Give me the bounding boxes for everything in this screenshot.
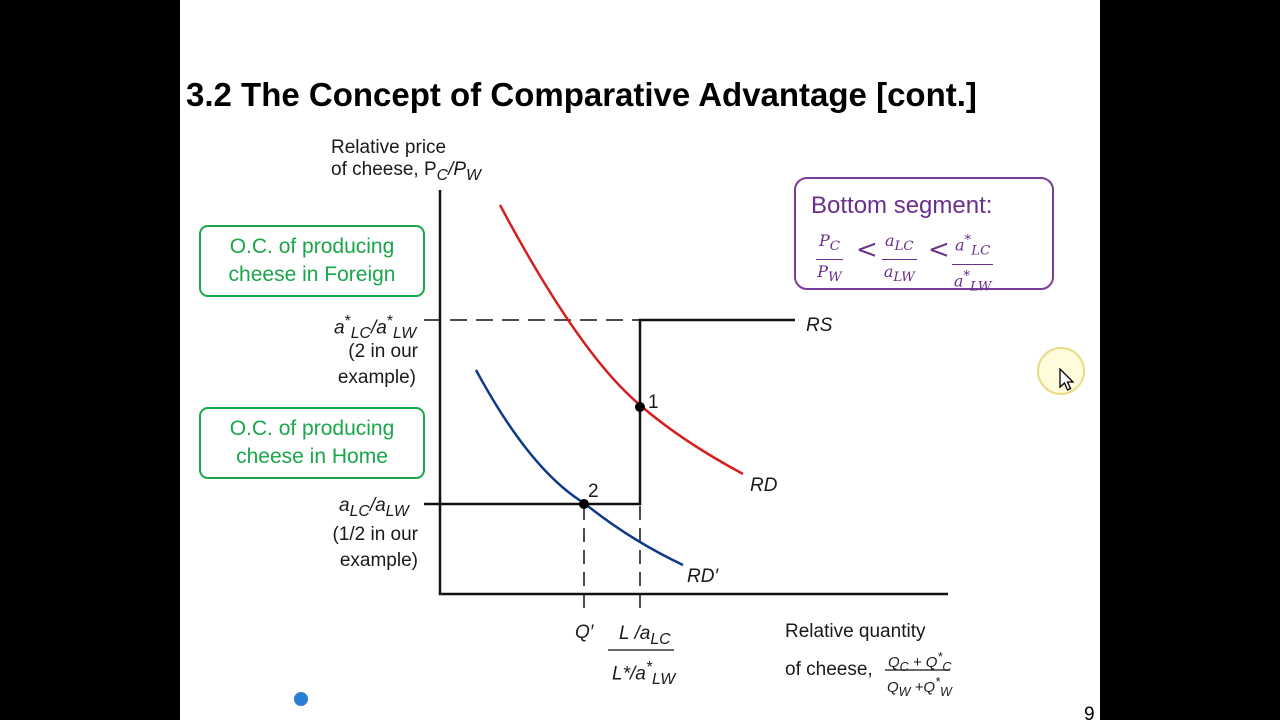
foreign-callout-line1: O.C. of producing — [229, 235, 395, 258]
labor-ratio-numerator: L /aLC — [619, 623, 671, 648]
x-axis-label-line2: of cheese, — [785, 659, 873, 680]
supply-demand-diagram — [424, 190, 950, 671]
labor-ratio-denominator: L*/a*LW — [612, 659, 676, 689]
x-axis-fraction-numerator: QC + Q*C — [888, 650, 952, 674]
rs-label: RS — [806, 315, 833, 336]
y-axis-label-line1: Relative price — [331, 137, 447, 158]
watermark-brand: SCREENCAST MATIC — [192, 689, 357, 709]
rd-prime-label: RD′ — [687, 566, 719, 587]
screencast-logo-icon — [290, 689, 311, 709]
foreign-ratio-fraction: a*LC a*LW — [952, 233, 994, 295]
condition-heading: Bottom segment: — [811, 192, 993, 219]
slide: 3.2 The Concept of Comparative Advantage… — [180, 0, 1100, 720]
foreign-ratio-note-line1: (2 in our — [348, 341, 418, 362]
point-2-label: 2 — [588, 481, 599, 502]
x-axis-fraction-denominator: QW +Q*W — [887, 675, 952, 699]
home-ratio-note-line1: (1/2 in our — [332, 524, 418, 545]
watermark-recorded-with: RECORDED WITH — [192, 678, 267, 687]
rd-label: RD — [750, 475, 778, 496]
foreign-callout-line2: cheese in Foreign — [228, 263, 396, 286]
x-axis-label-line1: Relative quantity — [785, 621, 926, 642]
mouse-pointer-icon — [1059, 368, 1075, 391]
home-ratio-fraction: aLC aLW — [882, 231, 917, 286]
watermark-brand-right: MATIC — [314, 691, 358, 707]
screencast-watermark: RECORDED WITH SCREENCAST MATIC — [192, 678, 357, 709]
home-ratio-note-line2: example) — [339, 550, 418, 571]
home-opportunity-cost-callout: O.C. of producing cheese in Home — [199, 407, 425, 479]
equilibrium-point-2 — [579, 499, 589, 509]
price-ratio-fraction: PC PW — [816, 231, 843, 286]
watermark-brand-left: SCREENCAST — [192, 691, 287, 707]
q-prime-tick-label: Q′ — [575, 622, 594, 643]
rs-curve — [424, 318, 795, 506]
point-1-label: 1 — [648, 392, 659, 413]
slide-title: 3.2 The Concept of Comparative Advantage… — [186, 76, 977, 113]
foreign-opportunity-cost-callout: O.C. of producing cheese in Foreign — [199, 225, 425, 297]
rd-curve — [498, 204, 744, 476]
bottom-segment-condition-box: Bottom segment: PC PW < aLC aLW < a*LC a… — [794, 177, 1054, 294]
page-number: 9 — [1084, 704, 1095, 720]
rd-prime-curve — [474, 369, 684, 567]
foreign-ratio-note-line2: example) — [337, 367, 416, 388]
foreign-ratio-tick-label: a*LC/a*LW — [334, 313, 417, 343]
equilibrium-point-1 — [635, 402, 645, 412]
home-ratio-tick-label: aLC/aLW — [339, 495, 409, 520]
home-callout-line2: cheese in Home — [236, 445, 388, 468]
home-callout-line1: O.C. of producing — [229, 417, 395, 440]
less-than-sign-1: < — [856, 235, 878, 265]
y-axis-label-line2: of cheese, PC/PW — [331, 159, 481, 184]
less-than-sign-2: < — [928, 235, 950, 265]
